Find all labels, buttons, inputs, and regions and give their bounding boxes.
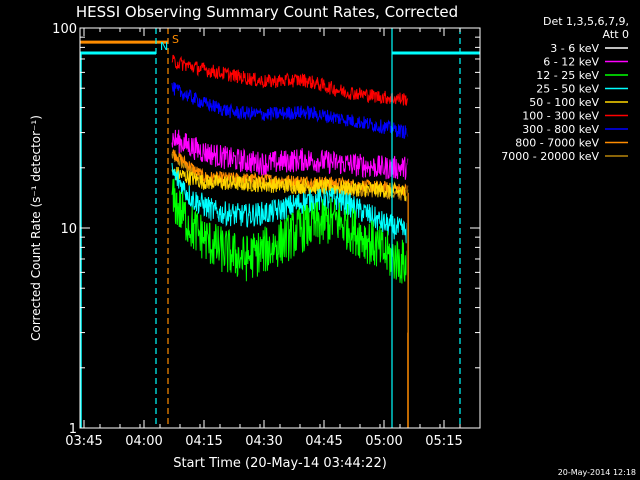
x-tick-label: 05:00 — [365, 434, 402, 449]
axes: 03:45 04:00 04:15 04:30 04:45 05:00 05:15 1 10 10… — [52, 22, 481, 449]
x-tick-label: 04:30 — [245, 434, 282, 449]
series-line — [171, 129, 409, 180]
series-line — [171, 54, 409, 106]
legend-label: 300 - 800 keV — [522, 123, 599, 136]
time-marker-label: N — [160, 40, 168, 53]
series-line — [171, 166, 409, 202]
series-line — [171, 82, 409, 140]
legend-label: 7000 - 20000 keV — [501, 150, 599, 163]
legend-header-line1: Det 1,3,5,6,7,9, — [543, 15, 629, 28]
time-markers: NS — [155, 28, 461, 428]
y-tick-label: 10 — [60, 222, 77, 237]
series-line — [171, 178, 408, 284]
y-tick-label: 100 — [52, 22, 77, 37]
legend-label: 6 - 12 keV — [543, 56, 599, 69]
x-tick-label: 04:45 — [305, 434, 342, 449]
x-tick-label: 04:00 — [125, 434, 162, 449]
series-traces — [171, 53, 409, 428]
y-axis-label: Corrected Count Rate (s⁻¹ detector⁻¹) — [29, 115, 43, 341]
time-marker-label: S — [172, 33, 179, 46]
x-tick-label: 03:45 — [65, 434, 102, 449]
x-axis-label: Start Time (20-May-14 03:44:22) — [173, 456, 387, 471]
chart-title: HESSI Observing Summary Count Rates, Cor… — [76, 3, 458, 21]
legend-header-line2: Att 0 — [603, 28, 629, 41]
legend-label: 100 - 300 keV — [522, 110, 599, 123]
x-tick-label: 05:15 — [425, 434, 462, 449]
legend-label: 800 - 7000 keV — [515, 137, 599, 150]
legend-label: 3 - 6 keV — [550, 42, 599, 55]
series-line — [171, 162, 409, 244]
legend-label: 25 - 50 keV — [536, 83, 599, 96]
flag-lines — [80, 40, 480, 428]
x-tick-label: 04:15 — [185, 434, 222, 449]
y-tick-label: 1 — [69, 422, 77, 437]
legend-label: 50 - 100 keV — [529, 96, 599, 109]
legend-label: 12 - 25 keV — [536, 69, 599, 82]
footer-date: 20-May-2014 12:18 — [558, 468, 636, 477]
